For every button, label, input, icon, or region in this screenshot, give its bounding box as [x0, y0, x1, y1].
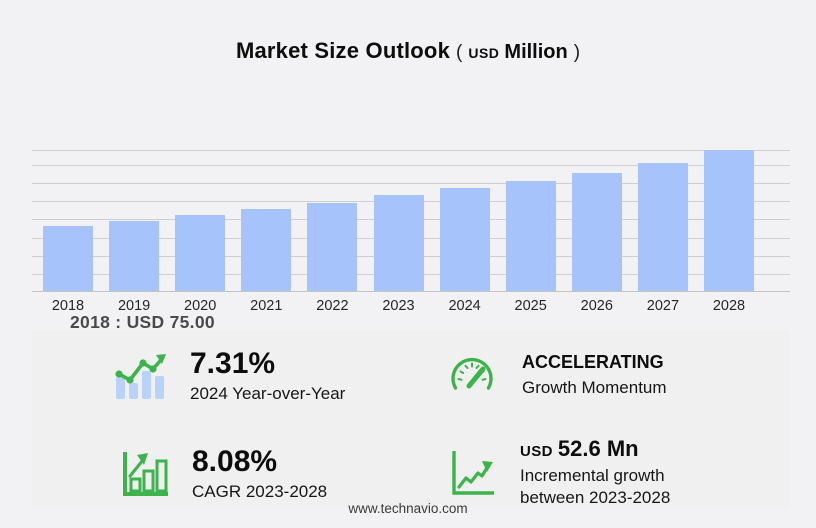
stat-incremental-currency: USD: [520, 443, 553, 460]
bar-2023: [373, 195, 424, 291]
website-url: www.technavio.com: [348, 501, 468, 516]
gridline: [32, 165, 790, 166]
x-axis-label-2027: 2027: [646, 298, 680, 314]
bar-2025: [505, 181, 556, 291]
stat-momentum-value: ACCELERATING: [522, 352, 664, 372]
bar-2018: [43, 226, 93, 291]
bar-2020: [175, 215, 226, 291]
stat-momentum-label: Growth Momentum: [522, 377, 667, 397]
chart-plot: 2018 2019 2020 2021 2022 2023 2024 2025 2026 2027…: [32, 150, 790, 314]
stat-incremental-amount: 52.6 Mn: [557, 436, 639, 461]
stat-incremental: USD 52.6 Mn Incremental growth between 2…: [450, 436, 720, 508]
bar-growth-icon: [120, 449, 172, 499]
chart-annotation-2018-value: 2018 : USD 75.00: [70, 312, 215, 332]
stat-incremental-label: Incremental growth between 2023-2028: [520, 466, 671, 507]
stat-cagr: 8.08% CAGR 2023-2028: [120, 446, 327, 502]
stat-momentum: ACCELERATING Growth Momentum: [448, 352, 667, 398]
gridline: [32, 150, 790, 151]
bar-2028: [704, 150, 754, 291]
bar-2021: [241, 209, 292, 291]
page-title: Market Size Outlook ( USD Million ): [0, 38, 816, 64]
stat-incremental-value: USD 52.6 Mn: [520, 436, 720, 462]
x-axis-label-2026: 2026: [580, 298, 613, 314]
x-axis-label-2025: 2025: [514, 298, 547, 314]
x-axis-label-2020: 2020: [184, 298, 217, 314]
title-main: Market Size Outlook: [235, 38, 451, 63]
stat-yoy: 7.31% 2024 Year-over-Year: [112, 348, 345, 404]
x-axis-label-2028: 2028: [712, 298, 746, 314]
gridline: [32, 183, 790, 184]
bar-2022: [307, 203, 358, 291]
title-close-paren: ): [573, 42, 581, 63]
speedometer-icon: [448, 355, 496, 395]
bar-2019: [109, 221, 160, 291]
trend-bars-icon: [112, 353, 168, 399]
title-currency: USD: [468, 45, 500, 61]
title-unit: Million: [504, 41, 568, 63]
x-axis-label-2023: 2023: [382, 298, 415, 314]
bar-2026: [571, 173, 622, 291]
stat-yoy-label: 2024 Year-over-Year: [190, 383, 346, 403]
stat-cagr-value: 8.08%: [192, 445, 278, 478]
title-open-paren: (: [456, 42, 463, 63]
bar-2024: [439, 188, 490, 291]
x-axis-label-2021: 2021: [250, 298, 283, 314]
x-axis-label-2022: 2022: [316, 298, 349, 314]
line-growth-icon: [450, 447, 496, 497]
stat-cagr-label: CAGR 2023-2028: [192, 481, 328, 501]
x-axis-label-2024: 2024: [448, 298, 481, 314]
x-axis-label-2019: 2019: [117, 298, 151, 314]
stat-yoy-value: 7.31%: [190, 347, 276, 380]
x-axis-label-2018: 2018: [51, 298, 85, 314]
bar-2027: [637, 163, 688, 291]
